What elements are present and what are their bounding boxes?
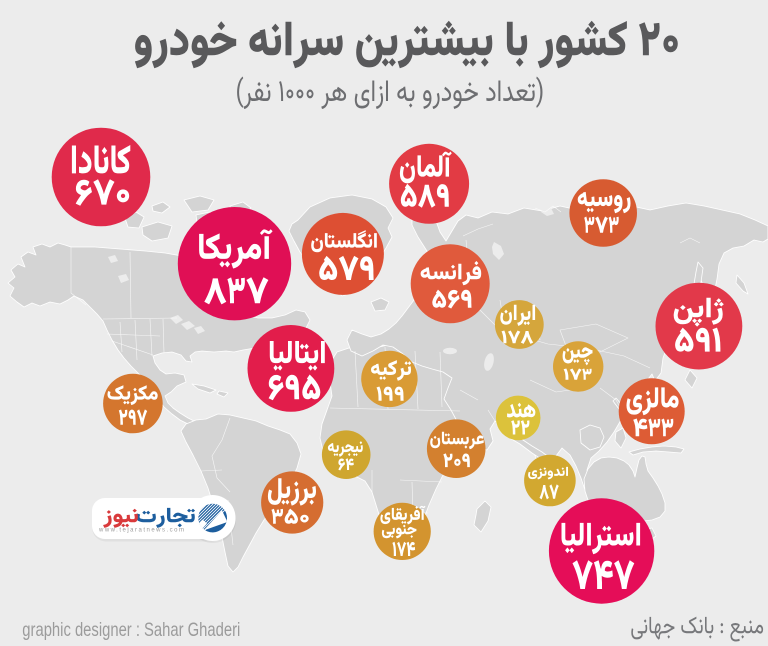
svg-text:www.tejaratnews.com: www.tejaratnews.com (98, 528, 186, 534)
svg-text:graphic designer : Sahar Ghade: graphic designer : Sahar Ghaderi (22, 619, 240, 640)
